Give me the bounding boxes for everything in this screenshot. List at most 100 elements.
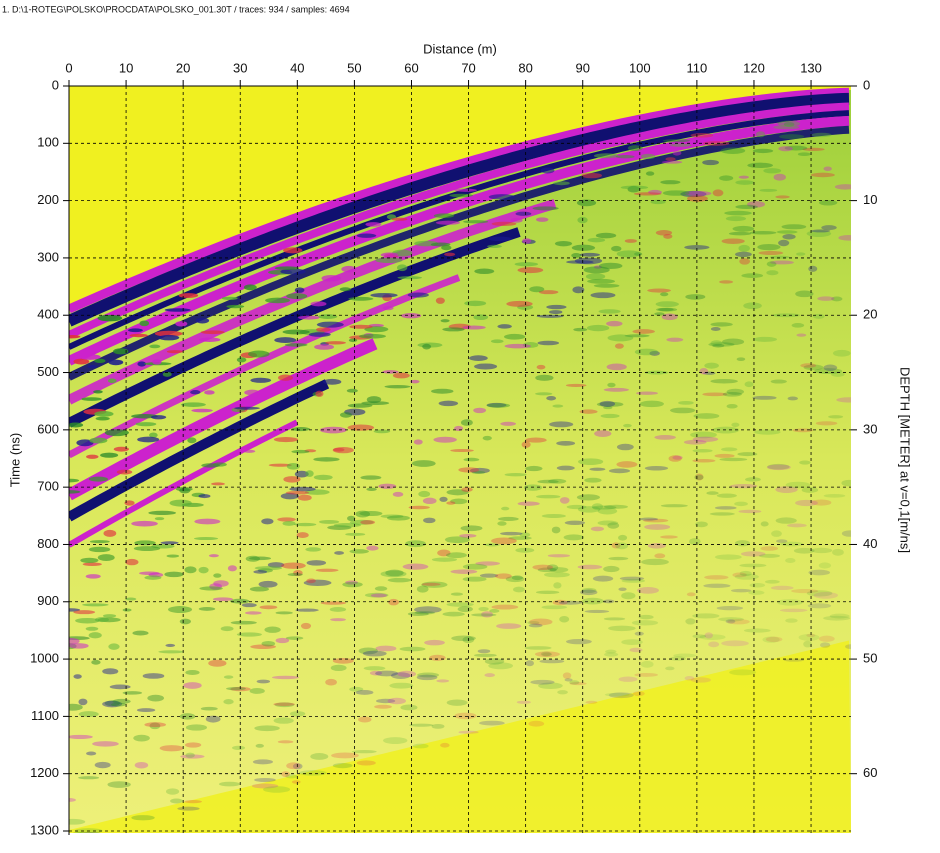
speckle (184, 800, 202, 804)
speckle (149, 432, 158, 438)
speckle (339, 412, 352, 418)
speckle (541, 605, 568, 610)
speckle (710, 378, 738, 384)
speckle (823, 493, 846, 498)
speckle (315, 390, 324, 397)
speckle (735, 251, 752, 258)
speckle (383, 737, 408, 744)
speckle (454, 712, 477, 720)
speckle (516, 700, 531, 704)
speckle (102, 668, 119, 675)
speckle (471, 470, 486, 475)
speckle (710, 340, 723, 347)
x-tick-label: 30 (233, 60, 247, 75)
speckle (569, 680, 580, 685)
x-tick-label: 40 (290, 60, 304, 75)
speckle (461, 487, 473, 492)
speckle (175, 321, 188, 327)
speckle (712, 189, 724, 197)
speckle (463, 220, 489, 224)
speckle (808, 265, 818, 272)
y-tick-label: 1000 (30, 651, 59, 666)
speckle (605, 649, 617, 654)
speckle (280, 492, 299, 500)
speckle (562, 672, 572, 679)
speckle (519, 532, 531, 537)
speckle (766, 464, 791, 471)
speckle (473, 407, 487, 414)
speckle (208, 659, 227, 667)
speckle (310, 753, 329, 760)
speckle (230, 598, 250, 604)
speckle (234, 406, 260, 410)
speckle (178, 293, 199, 298)
speckle (699, 368, 709, 375)
speckle (243, 449, 256, 453)
speckle (133, 546, 161, 552)
speckle (692, 436, 719, 442)
speckle (303, 579, 332, 586)
speckle (296, 532, 309, 539)
speckle (749, 230, 777, 235)
speckle (497, 521, 507, 526)
speckle (384, 384, 411, 389)
speckle (253, 570, 268, 574)
speckle (495, 573, 512, 579)
speckle (643, 518, 669, 523)
speckle (97, 554, 115, 562)
speckle (457, 606, 473, 613)
speckle (223, 699, 234, 705)
speckle (198, 607, 216, 611)
speckle (731, 422, 740, 427)
speckle (603, 617, 626, 621)
speckle (728, 231, 752, 236)
speckle (392, 372, 410, 379)
speckle (802, 147, 825, 152)
speckle (738, 509, 762, 514)
speckle (776, 599, 803, 606)
speckle (554, 240, 573, 247)
speckle (540, 651, 552, 657)
reflector (69, 274, 461, 459)
speckle (799, 460, 811, 465)
speckle (265, 297, 291, 304)
speckle (709, 512, 735, 516)
speckle (245, 555, 260, 562)
speckle (149, 344, 161, 349)
speckle (289, 486, 316, 492)
speckle (254, 725, 280, 732)
speckle (745, 477, 761, 482)
speckle (500, 421, 517, 426)
speckle (386, 515, 410, 521)
speckle (563, 534, 584, 541)
speckle (185, 752, 195, 758)
speckle (719, 457, 748, 462)
speckle (714, 554, 742, 560)
speckle (752, 148, 774, 154)
speckle (158, 650, 185, 654)
y-tick-label: 0 (52, 77, 59, 92)
speckle (618, 587, 627, 591)
speckle (356, 760, 376, 766)
speckle (767, 463, 790, 470)
speckle (418, 490, 431, 498)
speckle (690, 677, 711, 683)
speckle (274, 702, 295, 708)
speckle (460, 419, 473, 426)
speckle (654, 435, 676, 440)
speckle (76, 439, 94, 447)
speckle (454, 188, 477, 192)
speckle (778, 146, 793, 152)
speckle (719, 175, 734, 181)
speckle (108, 359, 124, 366)
speckle (283, 476, 301, 483)
speckle (838, 235, 851, 241)
speckle (397, 276, 423, 280)
speckle (620, 185, 649, 190)
speckle (818, 635, 835, 642)
speckle (113, 348, 129, 355)
speckle (757, 243, 781, 251)
speckle (703, 583, 731, 588)
speckle (460, 525, 483, 532)
speckle (125, 597, 137, 601)
